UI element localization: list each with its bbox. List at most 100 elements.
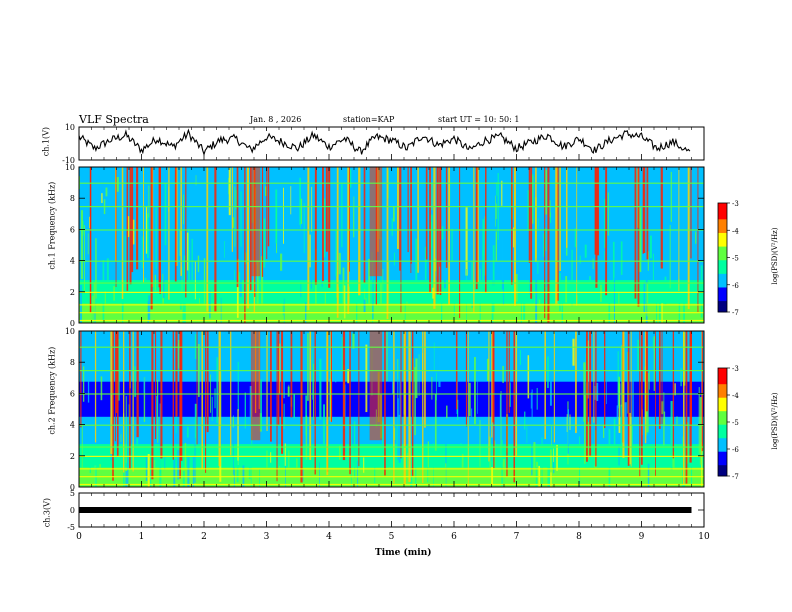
- sferic-streak: [132, 331, 134, 472]
- spectrogram-texture: [154, 460, 156, 487]
- spectrogram-texture: [260, 256, 264, 309]
- sferic-streak: [150, 167, 153, 310]
- tone-line: [79, 291, 704, 293]
- spectrogram-texture: [632, 357, 634, 426]
- sferic-streak: [596, 167, 600, 256]
- ch2-colorbar-swatch: [718, 424, 727, 428]
- sferic-streak: [678, 167, 680, 291]
- spectrogram-texture: [235, 189, 238, 210]
- sferic-streak: [246, 167, 250, 309]
- spectrogram-texture: [509, 382, 511, 407]
- spectrogram-texture: [381, 229, 383, 256]
- spectrogram-texture: [178, 343, 180, 369]
- spectrogram-texture: [313, 363, 314, 421]
- sferic-streak: [330, 331, 332, 422]
- spectrogram-texture: [293, 393, 295, 419]
- spectrogram-band: [79, 389, 704, 394]
- spectrogram-texture: [606, 376, 607, 405]
- spectrogram-texture: [565, 276, 568, 303]
- ch1-colorbar-swatch: [718, 273, 727, 277]
- ch2-colorbar-swatch: [718, 449, 727, 453]
- spectrogram-texture: [305, 395, 307, 436]
- spectrogram-texture: [266, 450, 268, 480]
- ch1-colorbar-swatch: [718, 306, 727, 310]
- ch1-frequency-axis-label: ch.1 Frequency (kHz): [47, 182, 56, 270]
- spectrogram-texture: [365, 344, 368, 413]
- spectrogram-texture: [234, 186, 236, 247]
- sferic-streak: [244, 167, 246, 323]
- spectrogram-texture: [586, 421, 589, 461]
- spectrogram-texture: [524, 411, 526, 430]
- spectrogram-band: [79, 280, 704, 285]
- spectrogram-texture: [698, 387, 700, 454]
- spectrogram-texture: [265, 186, 267, 197]
- spectrogram-band: [79, 338, 704, 344]
- spectrogram-texture: [482, 219, 485, 256]
- spectrogram-texture: [343, 285, 346, 319]
- ch1-y-tick-label: 10: [65, 123, 75, 132]
- spectrogram-band: [79, 170, 704, 176]
- ch1-colorbar-swatch: [718, 265, 727, 269]
- spectrogram-texture: [433, 443, 434, 487]
- spectrogram-texture: [537, 260, 539, 274]
- tone-line: [79, 468, 704, 470]
- spectrogram-texture: [283, 187, 284, 244]
- spectrogram-texture: [319, 358, 322, 420]
- ch1-colorbar-swatch: [718, 230, 727, 234]
- sferic-streak: [342, 331, 346, 461]
- ch1-colorbar-tick-label: -5: [732, 255, 739, 263]
- spectrogram-texture: [495, 231, 498, 261]
- ch2-colorbar-swatch: [718, 384, 727, 388]
- spectrogram-band: [79, 245, 704, 250]
- sferic-streak: [393, 331, 395, 484]
- spectrogram-texture: [342, 267, 345, 323]
- sferic-streak: [565, 167, 568, 248]
- sferic-streak: [160, 331, 163, 459]
- spectrogram-texture: [95, 238, 97, 299]
- spectrogram-texture: [283, 298, 285, 323]
- spectrogram-texture: [147, 213, 149, 258]
- sferic-streak: [314, 167, 317, 285]
- spectrogram-texture: [234, 270, 236, 289]
- ch2-colorbar-swatch: [718, 422, 727, 426]
- spectrogram-texture: [612, 241, 615, 283]
- spectrogram-texture: [583, 394, 586, 464]
- spectrogram-texture: [349, 169, 352, 188]
- spectrogram-texture: [461, 454, 464, 487]
- sferic-streak: [300, 331, 303, 483]
- ch1-colorbar-swatch: [718, 235, 727, 239]
- spectrogram-texture: [183, 255, 186, 293]
- spectrogram-texture: [535, 258, 538, 323]
- spectrogram-texture: [418, 354, 420, 397]
- ch2-freq-label-text: ch.2 Frequency (kHz): [47, 346, 57, 435]
- spectrogram-texture: [93, 282, 96, 314]
- spectrogram-texture: [164, 456, 166, 470]
- ch2-colorbar-swatch: [718, 368, 727, 372]
- spectrogram-texture: [184, 442, 187, 487]
- sferic-streak: [506, 331, 508, 477]
- sferic-streak: [325, 167, 328, 252]
- spectrogram-texture: [616, 405, 619, 430]
- spectrogram-texture: [159, 403, 161, 474]
- spectrogram-texture: [398, 414, 401, 463]
- sferic-streak: [400, 331, 402, 459]
- spectrogram-texture: [307, 333, 309, 401]
- sferic-streak: [115, 167, 117, 288]
- ch1-colorbar-swatch: [718, 276, 727, 280]
- spectrogram-band: [79, 471, 704, 476]
- figure-title: VLF Spectra: [79, 113, 149, 126]
- spectrogram-texture: [404, 304, 406, 323]
- spectrogram-band: [79, 284, 704, 289]
- spectrogram-texture: [676, 416, 678, 425]
- ch1-colorbar-swatch: [718, 249, 727, 253]
- spectrogram-texture: [533, 442, 536, 487]
- spectrogram-texture: [143, 377, 146, 422]
- sferic-streak: [436, 167, 439, 295]
- spectrogram-texture: [602, 424, 605, 438]
- spectrogram-texture: [238, 272, 241, 284]
- spectrogram-texture: [695, 231, 697, 244]
- spectrogram-texture: [531, 389, 533, 434]
- ch2-colorbar-tick-label: -7: [732, 473, 739, 481]
- spectrogram-texture: [495, 195, 496, 227]
- sferic-streak: [250, 167, 252, 291]
